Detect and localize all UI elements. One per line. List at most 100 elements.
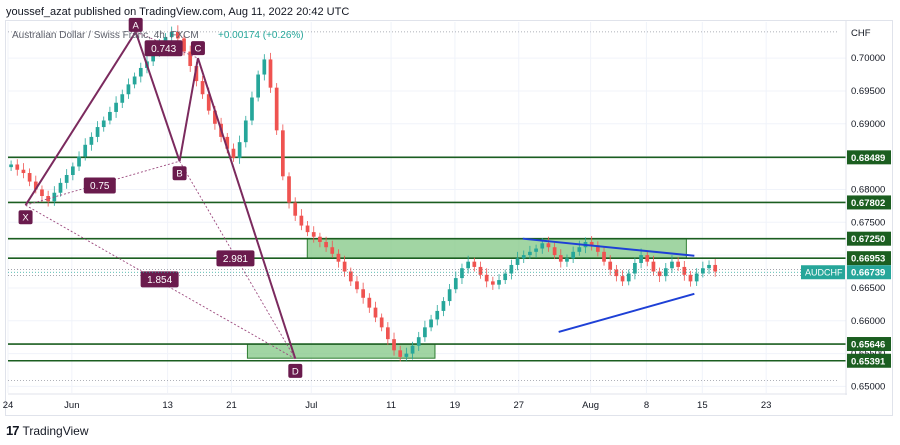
price-axis: 0.700000.695000.690000.685000.680000.675… (8, 20, 891, 395)
candle-body (682, 266, 687, 275)
time-axis: 24 Jun 13 21 Jul 11 19 27 Aug 8 15 23 (3, 393, 847, 411)
candle-body (27, 173, 32, 182)
candle-body (342, 261, 347, 272)
candle-body (620, 276, 625, 282)
candle-body (577, 247, 582, 252)
level-price-label: 0.65646 (851, 340, 885, 351)
candle-body (274, 87, 279, 131)
triangle-pattern (522, 237, 695, 333)
candle-body (614, 269, 619, 277)
candle-body (311, 232, 316, 237)
candle-body (250, 97, 254, 121)
candle-body (626, 273, 631, 282)
candle-body (324, 241, 328, 248)
pattern-point-label: C (195, 44, 202, 55)
candle-body (175, 31, 180, 39)
symbol-tag (801, 265, 845, 280)
y-tick-label: 0.67500 (851, 217, 885, 228)
candle-body (367, 297, 372, 308)
candle-body (182, 38, 186, 52)
candle-body (46, 196, 50, 202)
candle-body (188, 51, 193, 66)
candle-body (206, 94, 211, 111)
level-price-tag (847, 150, 891, 165)
y-tick-label: 0.70000 (851, 53, 885, 64)
candle-body (633, 262, 637, 274)
pattern-leg (196, 57, 297, 360)
pattern-point-label: X (22, 213, 29, 224)
y-tick-label: 0.66000 (851, 316, 885, 327)
pattern-point-marker (18, 210, 33, 225)
support-resistance-lines (8, 156, 846, 362)
x-tick-label: 8 (644, 400, 649, 411)
candle-body (15, 164, 20, 170)
candle-body (466, 261, 470, 269)
pattern-point-marker (190, 41, 205, 56)
candle-body (348, 271, 353, 282)
x-tick-label: 27 (513, 400, 524, 411)
candle-body (330, 247, 335, 254)
candle-body (138, 67, 143, 77)
candle-body (416, 337, 421, 346)
candle-body (713, 264, 718, 272)
candle-body (423, 327, 427, 338)
level-price-tag (847, 251, 891, 266)
candle-body (33, 181, 38, 190)
candle-body (280, 130, 285, 177)
x-tick-label: 23 (761, 400, 772, 411)
candle-body (707, 264, 711, 269)
candle-body (40, 189, 44, 197)
candle-body (558, 255, 563, 262)
candle-body (639, 255, 643, 263)
candle-body (398, 350, 403, 357)
pattern-leg (134, 31, 181, 162)
candle-body (540, 243, 545, 249)
symbol-tag-label: AUDCHF (805, 268, 843, 278)
y-tick-label: 0.68000 (851, 184, 885, 195)
candle-body (231, 148, 236, 158)
candle-body (484, 274, 489, 282)
y-tick-label: 0.69500 (851, 86, 885, 97)
level-price-tag (847, 337, 891, 352)
candle-body (373, 307, 378, 318)
level-price-tag (847, 353, 891, 368)
ratio-label: 2.981 (223, 254, 248, 265)
demand-supply-zones (246, 238, 687, 359)
brand-name: TradingView (22, 423, 89, 438)
candle-body (521, 255, 526, 259)
change-value: +0.00174 (+0.26%) (218, 30, 304, 41)
candle-body (472, 261, 477, 267)
candle-body (83, 144, 88, 157)
candlestick-series (9, 25, 718, 362)
level-price-label: 0.67250 (851, 234, 885, 245)
candle-body (293, 202, 298, 216)
candle-body (21, 169, 26, 174)
ratio-badge (216, 250, 255, 267)
candle-body (77, 156, 81, 167)
candle-body (447, 289, 452, 302)
trendline (522, 237, 695, 257)
level-price-label: 0.68489 (851, 153, 885, 164)
candle-body (299, 215, 304, 226)
chart-panel[interactable] (5, 20, 893, 416)
candle-body (509, 264, 514, 274)
candle-body (453, 278, 458, 290)
candle-body (546, 243, 551, 248)
candle-body (114, 102, 118, 112)
candle-body (256, 74, 260, 98)
candle-body (589, 241, 594, 246)
candle-body (200, 81, 205, 95)
candle-body (694, 273, 699, 282)
footer-brand: 17 TradingView (6, 423, 89, 438)
candle-body (268, 59, 273, 88)
candle-body (670, 261, 674, 269)
candle-body (552, 247, 557, 256)
candle-body (392, 339, 396, 351)
candle-body (478, 266, 483, 275)
currency-label: CHF (851, 28, 871, 39)
candle-body (490, 281, 495, 285)
candle-body (243, 120, 248, 143)
harmonic-pattern: X A B C D 0.743 0.75 2.981 1.854 (18, 17, 303, 378)
candle-body (361, 289, 365, 298)
